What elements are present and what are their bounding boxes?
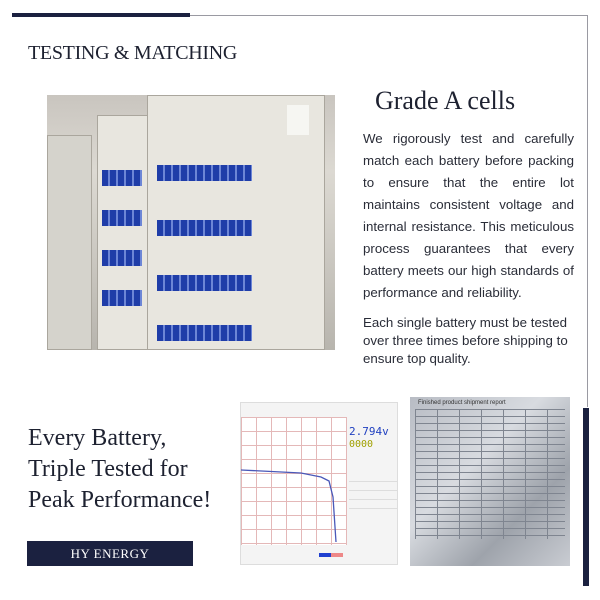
top-divider-line <box>190 15 588 16</box>
headline-line: Peak Performance! <box>28 487 212 513</box>
section-title: TESTING & MATCHING <box>28 42 238 64</box>
headline-line: Triple Tested for <box>28 456 188 482</box>
testing-note: Each single battery must be tested over … <box>363 315 568 366</box>
right-accent-bar <box>583 408 589 586</box>
right-divider-line <box>587 15 588 407</box>
headline: Every Battery, Triple Tested for Peak Pe… <box>28 423 211 516</box>
report-title: Finished product shipment report <box>418 400 506 406</box>
top-accent-bar <box>12 13 190 17</box>
discharge-curve <box>241 469 337 543</box>
feature-description: We rigorously test and carefully match e… <box>363 131 574 300</box>
battery-testing-rack-photo <box>47 95 335 350</box>
voltage-readout: 2.794v <box>349 425 389 438</box>
tester-software-screenshot: 2.794v 0000 <box>240 402 398 565</box>
shipment-report-photo: Finished product shipment report <box>410 397 570 566</box>
brand-button[interactable]: HY ENERGY <box>27 541 193 566</box>
feature-title: Grade A cells <box>375 86 516 115</box>
capacity-readout: 0000 <box>349 439 374 450</box>
headline-line: Every Battery, <box>28 425 167 451</box>
